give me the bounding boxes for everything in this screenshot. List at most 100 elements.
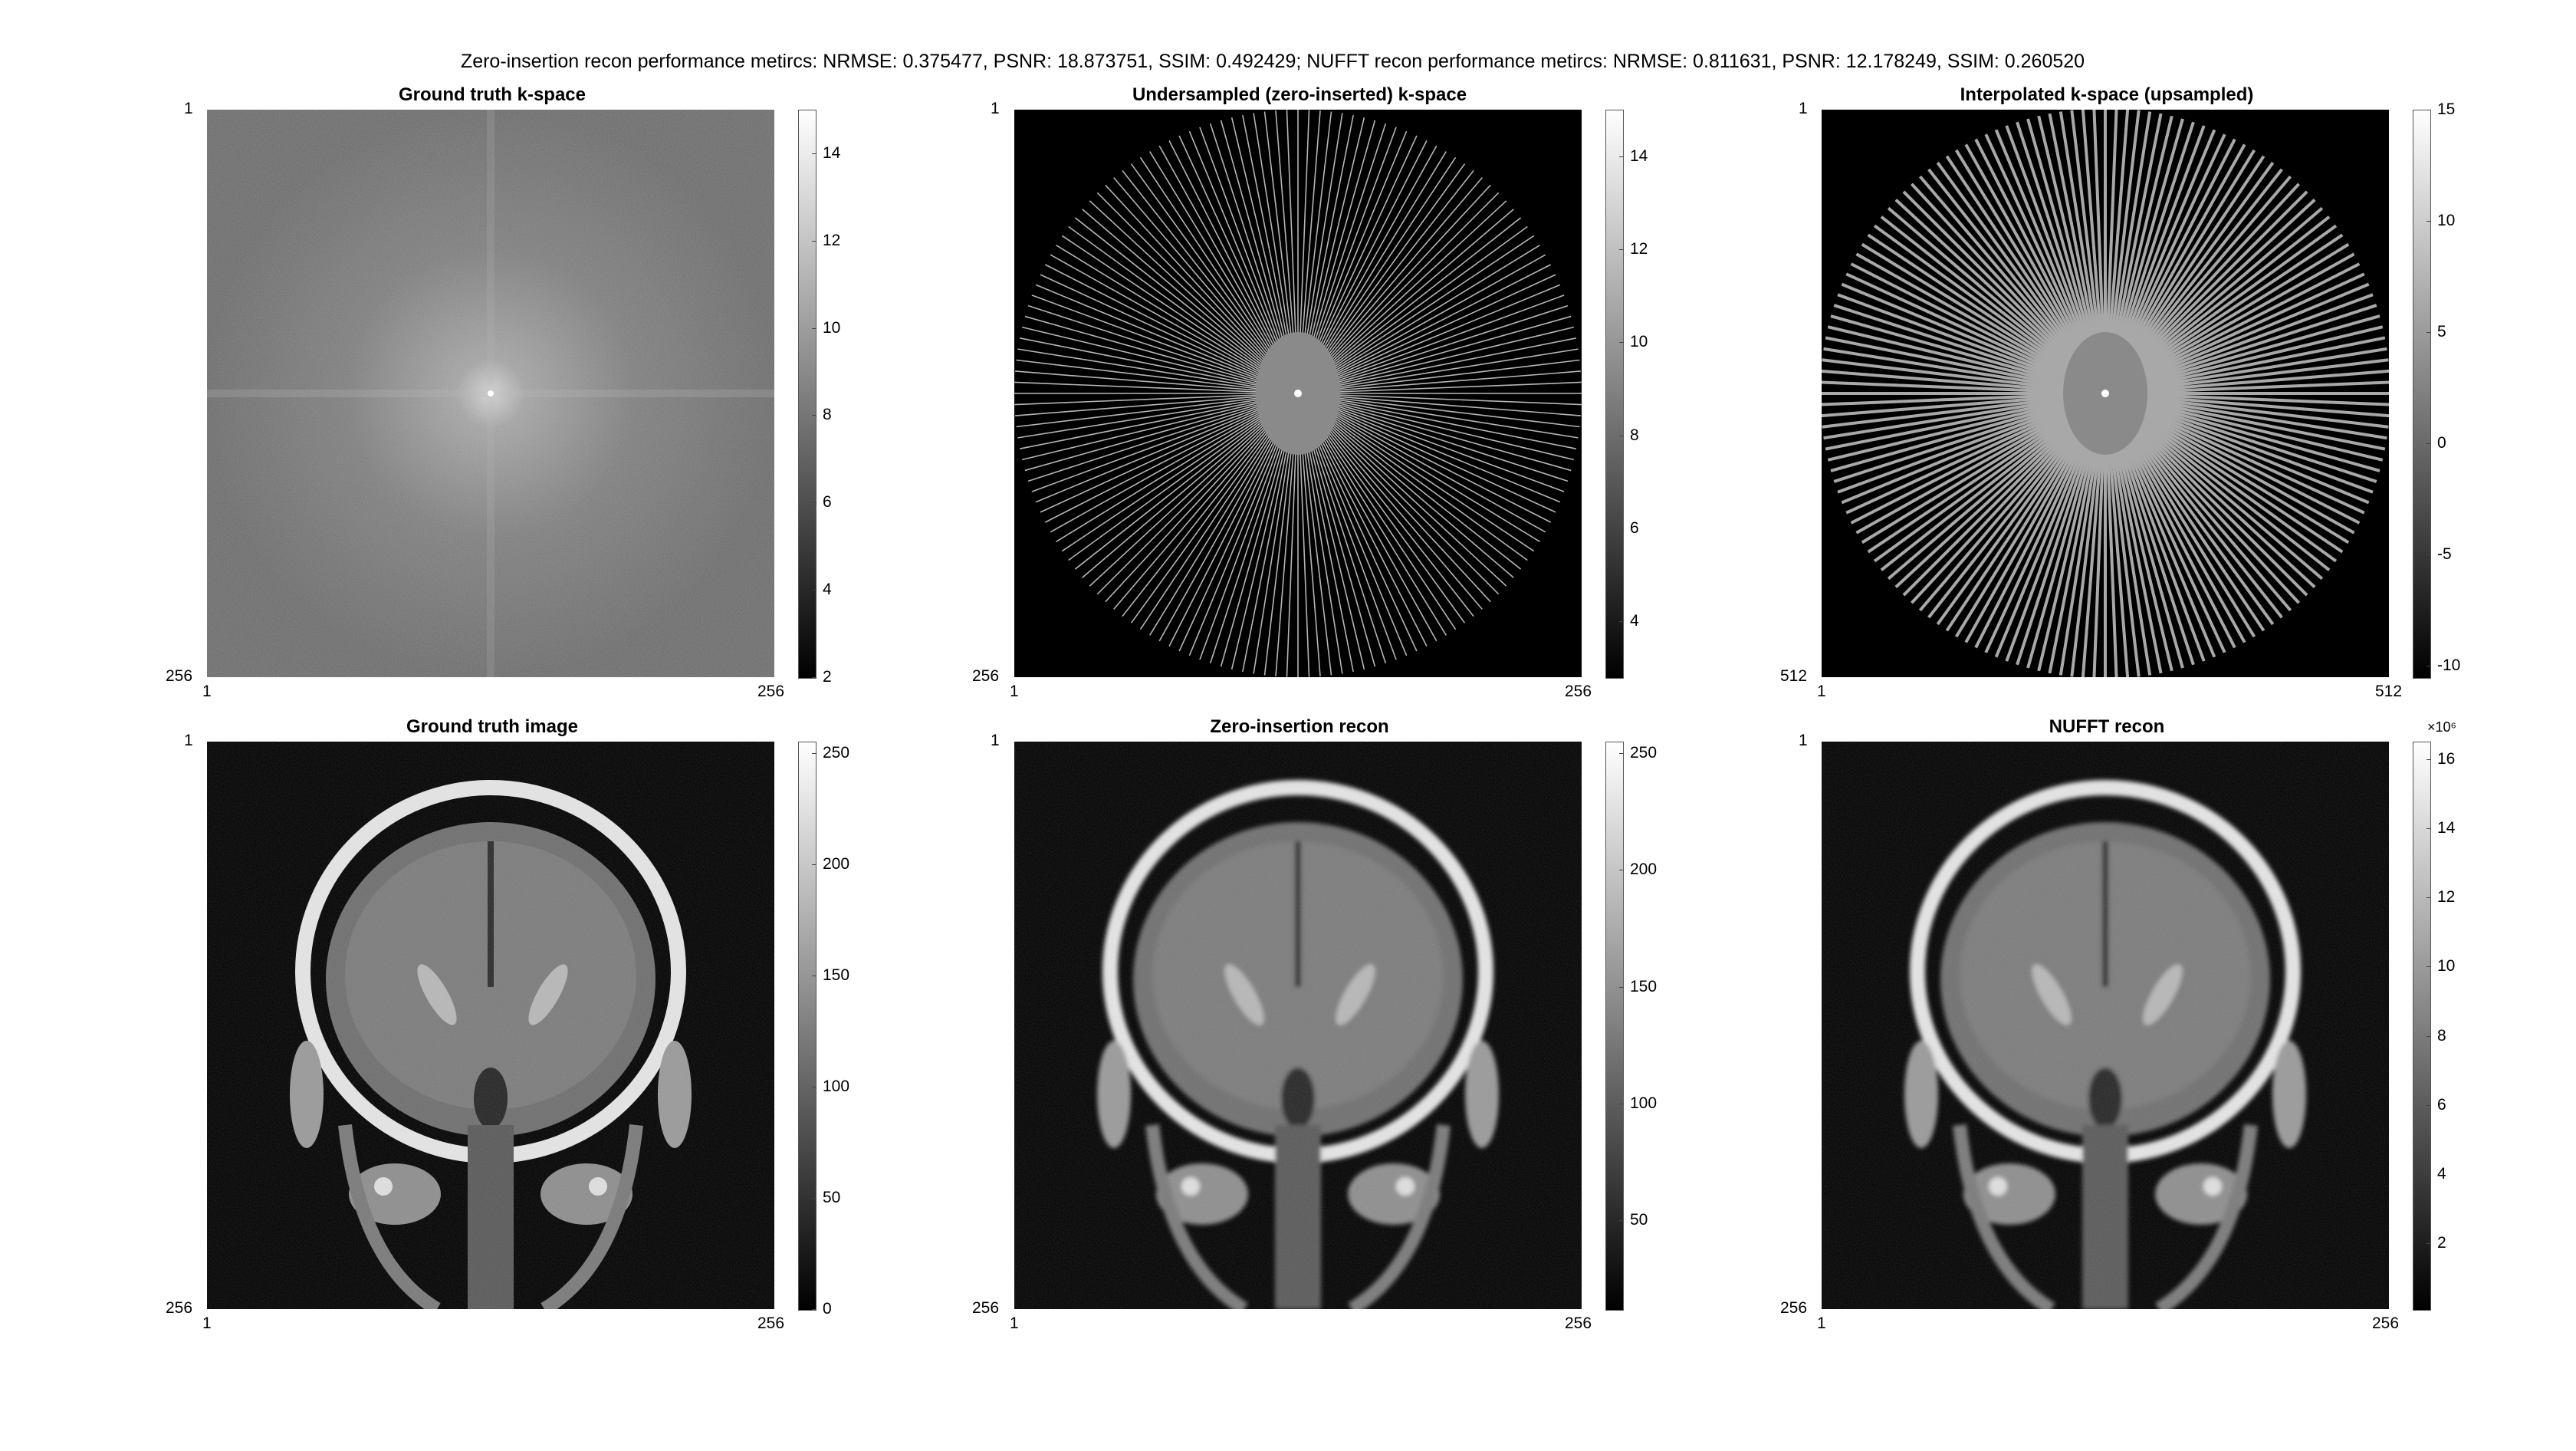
k-space-spoke: [2104, 314, 2380, 395]
colorbar-tick-mark: [812, 240, 816, 242]
x-tick-max: 512: [2375, 683, 2403, 700]
colorbar: [1605, 742, 1624, 1311]
colorbar-tick-mark: [1619, 528, 1624, 529]
k-space-spoke: [1024, 315, 1299, 394]
colorbar: [2413, 742, 2431, 1311]
x-tick-min: 1: [1010, 1314, 1019, 1332]
k-space-spoke: [1845, 392, 2106, 515]
colorbar-tick-mark: [2426, 1174, 2431, 1176]
k-space-spoke: [1297, 359, 1580, 394]
k-space-spoke: [1019, 393, 1299, 449]
colorbar-tick-label: 10: [2437, 212, 2456, 230]
k-space-spoke: [1014, 381, 1299, 394]
k-space-spoke: [1017, 348, 1299, 394]
zero-insertion-recon-image: [1014, 742, 1582, 1309]
interpolated-kspace-image: [1822, 110, 2389, 677]
k-space-dc: [2101, 390, 2109, 397]
k-space-spoke: [1061, 235, 1299, 394]
k-space-spoke: [2104, 392, 2370, 505]
colorbar-tick-mark: [1619, 986, 1624, 988]
colorbar-tick-mark: [812, 327, 816, 329]
k-space-spoke: [1822, 358, 2106, 395]
k-space-spoke: [1855, 392, 2106, 535]
k-space-spoke: [1040, 274, 1299, 394]
k-space-spoke: [1867, 392, 2107, 554]
k-space-spoke: [2104, 233, 2344, 395]
colorbar-tick-mark: [812, 415, 816, 416]
colorbar-tick-label: 10: [823, 318, 841, 337]
k-space-spoke: [1056, 244, 1299, 394]
k-space-spoke: [1823, 347, 2106, 395]
k-space-spoke: [1035, 393, 1299, 503]
k-space-spoke: [2104, 392, 2338, 563]
k-space-spoke: [1068, 225, 1299, 394]
y-tick-min: 1: [184, 100, 193, 117]
colorbar-tick-mark: [1619, 621, 1624, 623]
k-space-spoke: [1015, 393, 1299, 416]
k-space-spoke: [2104, 392, 2365, 515]
k-space-spoke: [1297, 393, 1528, 561]
k-space-spoke: [1035, 284, 1299, 394]
k-space-spoke: [2104, 216, 2331, 395]
x-tick-max: 256: [2372, 1314, 2400, 1332]
k-space-spoke: [2104, 282, 2370, 395]
k-space-spoke: [1297, 244, 1540, 394]
colorbar-tick-mark: [2426, 332, 2431, 334]
panel-title-zero-insertion-recon: Zero-insertion recon: [1210, 716, 1389, 737]
x-tick-min: 1: [1010, 683, 1019, 700]
y-tick-min: 1: [1799, 732, 1808, 749]
colorbar-tick-label: -10: [2437, 656, 2461, 675]
k-space-spoke: [1845, 272, 2106, 395]
colorbar-tick-label: 8: [823, 406, 832, 424]
colorbar-tick-mark: [812, 1309, 816, 1310]
k-space-spoke: [2104, 392, 2386, 451]
colorbar-tick-label: 250: [1630, 744, 1658, 762]
k-space-spoke: [1855, 252, 2106, 395]
k-space-spoke: [1074, 217, 1299, 394]
k-space-spoke: [1297, 393, 1579, 439]
colorbar-tick-mark: [1619, 248, 1624, 250]
colorbar-tick-mark: [812, 153, 816, 154]
colorbar-tick-label: 150: [823, 966, 850, 984]
k-space-spoke: [1837, 392, 2106, 494]
colorbar-tick-label: 8: [2437, 1026, 2446, 1045]
k-space-spoke: [1861, 242, 2107, 395]
k-space-spoke: [1867, 233, 2107, 395]
k-space-spoke: [1827, 392, 2106, 462]
colorbar-tick-label: 0: [2437, 434, 2446, 452]
gt-image: [207, 742, 774, 1309]
colorbar-tick-mark: [1619, 1220, 1624, 1222]
k-space-spoke: [2104, 272, 2365, 395]
k-space-spoke: [2104, 325, 2384, 395]
k-space-spoke: [1825, 336, 2106, 395]
y-tick-max: 256: [972, 1299, 1000, 1317]
x-tick-max: 256: [757, 683, 785, 700]
k-space-spoke: [1044, 393, 1299, 523]
nufft-recon-image: [1822, 742, 2389, 1309]
k-space-spoke: [1297, 393, 1569, 482]
k-space-spoke: [1830, 314, 2106, 395]
k-space-spoke: [1822, 392, 2106, 406]
colorbar-tick-mark: [2426, 1243, 2431, 1245]
colorbar-tick-label: 12: [2437, 888, 2456, 906]
k-space-spoke: [1022, 393, 1299, 461]
y-tick-min: 1: [991, 732, 1000, 749]
k-space-spoke: [2104, 392, 2350, 545]
colorbar-tick-label: 12: [823, 231, 841, 249]
k-space-spoke: [1861, 392, 2107, 545]
k-space-spoke: [1017, 393, 1299, 439]
k-space-spoke: [1850, 262, 2106, 395]
k-space-spoke: [2104, 392, 2389, 429]
k-space-spoke: [1297, 393, 1565, 492]
k-space-spoke: [2104, 380, 2389, 395]
colorbar-tick-mark: [2426, 897, 2431, 899]
colorbar-tick-label: 15: [2437, 100, 2456, 118]
colorbar-tick-label: 100: [1630, 1094, 1658, 1113]
k-space-spoke: [2104, 347, 2387, 395]
k-space-spoke: [1297, 393, 1581, 416]
k-space-spoke: [1297, 225, 1528, 394]
k-space-dc: [1294, 390, 1302, 397]
k-space-spoke: [1297, 393, 1561, 503]
k-space-spoke: [1027, 393, 1299, 482]
figure-suptitle: Zero-insertion recon performance metircs…: [460, 51, 2085, 72]
